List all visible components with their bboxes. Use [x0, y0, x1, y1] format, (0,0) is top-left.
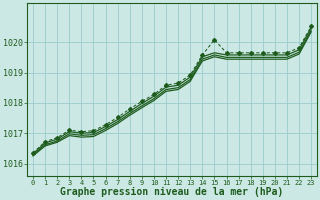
X-axis label: Graphe pression niveau de la mer (hPa): Graphe pression niveau de la mer (hPa)	[60, 187, 284, 197]
